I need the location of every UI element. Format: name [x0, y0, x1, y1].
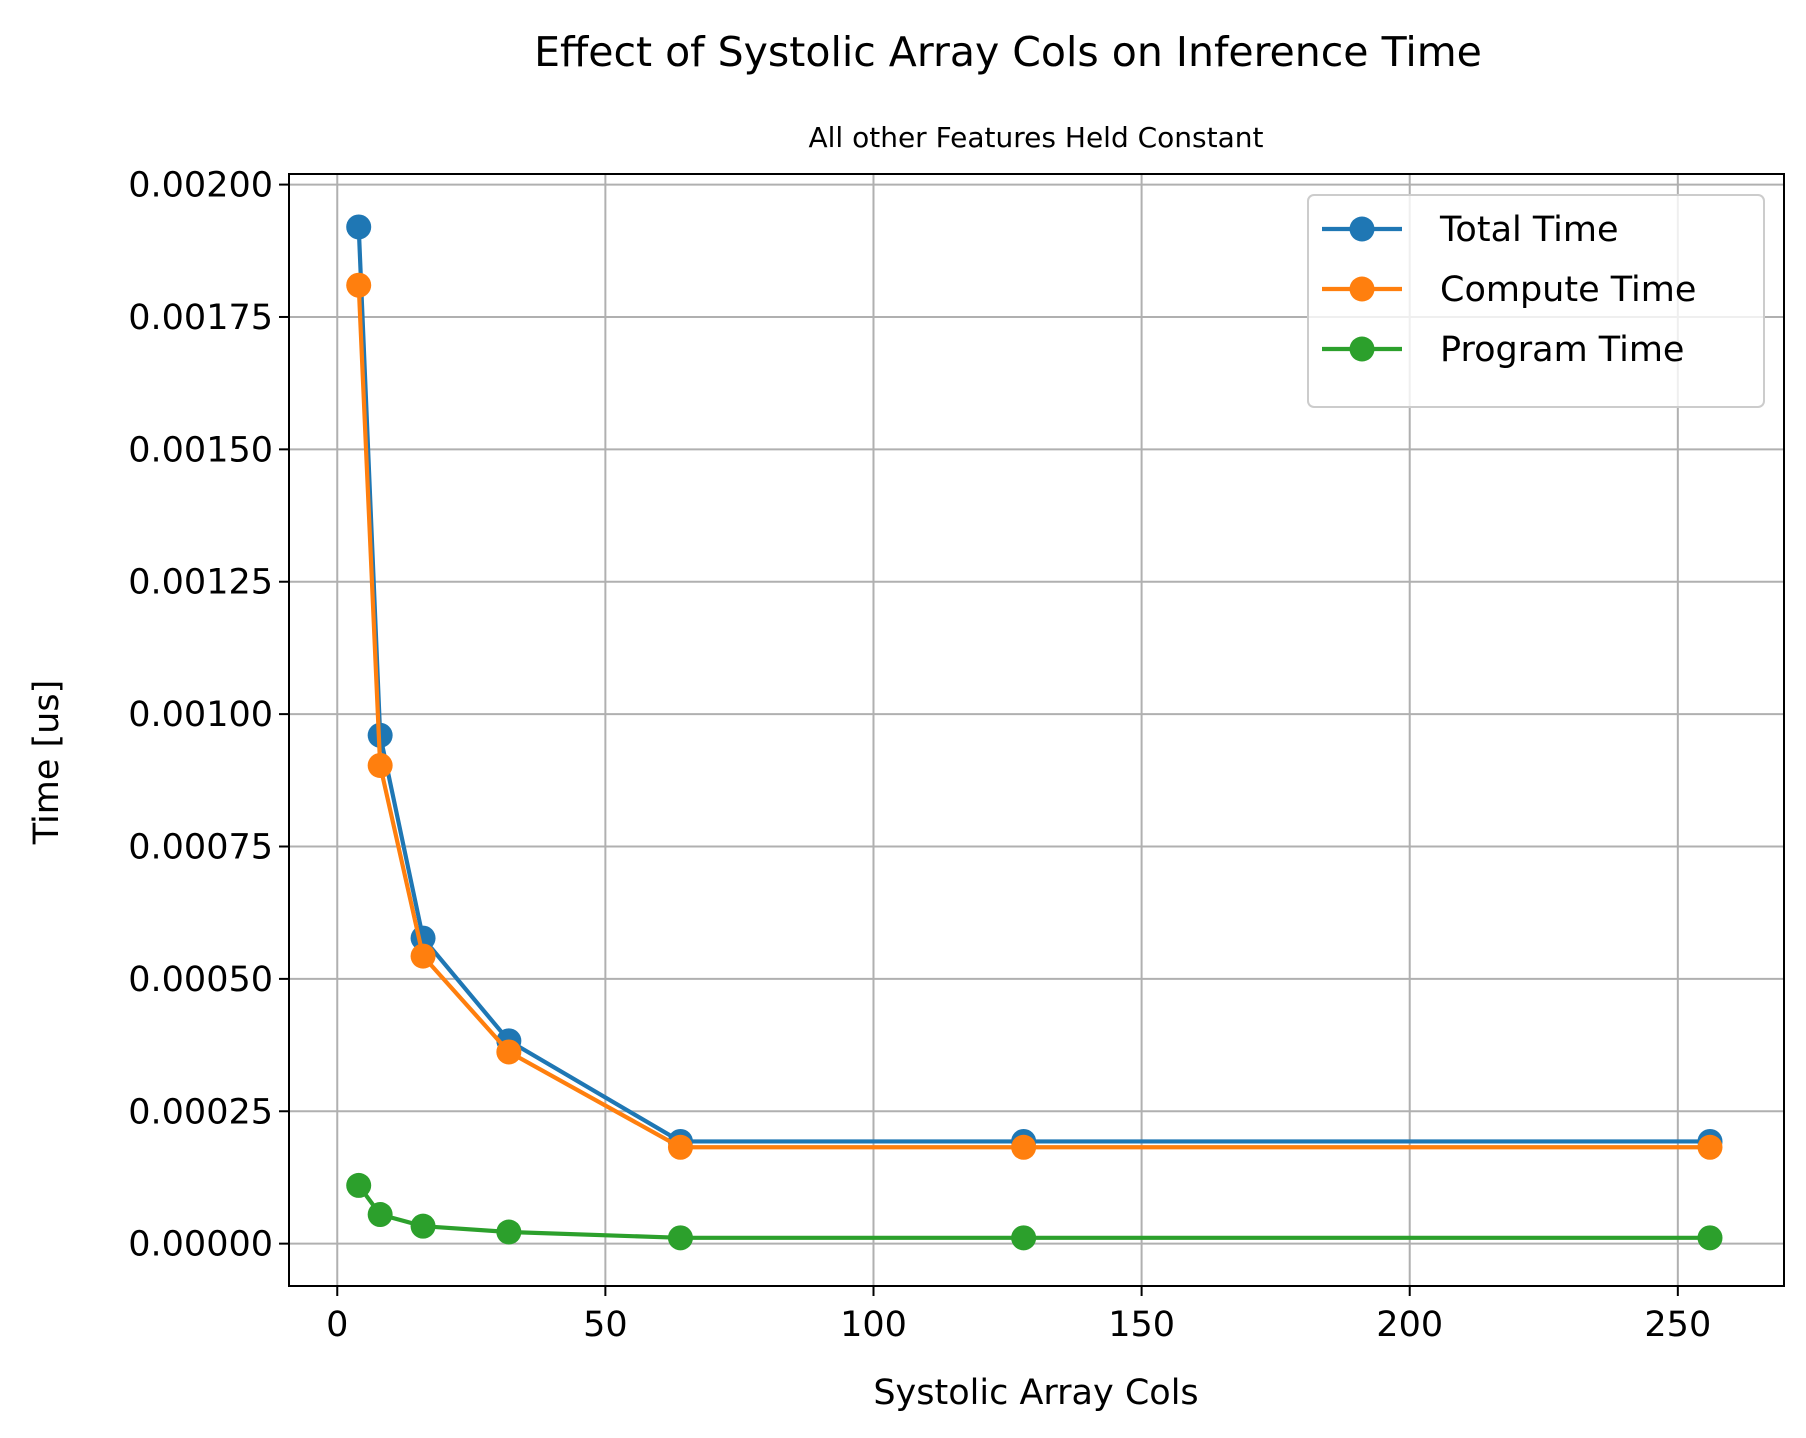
data-point [667, 1225, 693, 1251]
x-axis: 0 50 100 150 200 250 [326, 1286, 1711, 1345]
data-point [496, 1039, 522, 1065]
data-point [667, 1134, 693, 1160]
legend-marker [1349, 336, 1375, 362]
y-tick-label: 0.00025 [128, 1092, 273, 1132]
x-tick-label: 150 [1108, 1305, 1175, 1345]
legend-item: Total Time [1322, 210, 1619, 250]
legend-label: Compute Time [1440, 270, 1696, 310]
legend: Total Time Compute Time Program Time [1307, 194, 1765, 408]
y-axis: 0.00000 0.00025 0.00050 0.00075 0.00100 0.001… [128, 166, 289, 1265]
legend-marker [1349, 216, 1375, 242]
y-tick-label: 0.00050 [128, 960, 273, 1000]
data-point [1697, 1134, 1723, 1160]
data-point [1011, 1134, 1037, 1160]
y-tick-label: 0.00150 [128, 430, 273, 470]
x-tick-label: 0 [326, 1305, 348, 1345]
legend-item: Compute Time [1322, 270, 1696, 310]
legend-box [1307, 194, 1765, 408]
y-axis-label: Time [us] [27, 680, 67, 846]
x-tick-label: 250 [1644, 1305, 1711, 1345]
series-compute-time [346, 272, 1723, 1160]
axes-frame [288, 173, 1785, 1287]
data-point [346, 1172, 372, 1198]
data-point [410, 1213, 436, 1239]
y-tick-label: 0.00075 [128, 827, 273, 867]
grid [289, 174, 1784, 1286]
y-tick-label: 0.00175 [128, 298, 273, 338]
data-point [346, 214, 372, 240]
data-point [1697, 1225, 1723, 1251]
data-point [1011, 1225, 1037, 1251]
data-point [367, 752, 393, 778]
data-point [496, 1219, 522, 1245]
legend-item: Program Time [1322, 330, 1684, 370]
y-tick-label: 0.00125 [128, 563, 273, 603]
data-point [346, 272, 372, 298]
chart-subtitle: All other Features Held Constant [808, 121, 1263, 154]
x-tick-label: 50 [583, 1305, 628, 1345]
data-point [367, 1202, 393, 1228]
y-tick-label: 0.00200 [128, 166, 273, 206]
chart-title: Effect of Systolic Array Cols on Inferen… [534, 28, 1482, 76]
x-tick-label: 200 [1376, 1305, 1443, 1345]
legend-label: Total Time [1439, 210, 1619, 250]
x-tick-label: 100 [840, 1305, 907, 1345]
series-program-time [346, 1172, 1723, 1251]
legend-label: Program Time [1440, 330, 1684, 370]
y-tick-label: 0.00100 [128, 695, 273, 735]
y-tick-label: 0.00000 [128, 1225, 273, 1265]
legend-marker [1349, 276, 1375, 302]
x-axis-label: Systolic Array Cols [873, 1373, 1198, 1413]
plot-area [346, 214, 1723, 1251]
data-point [410, 943, 436, 969]
